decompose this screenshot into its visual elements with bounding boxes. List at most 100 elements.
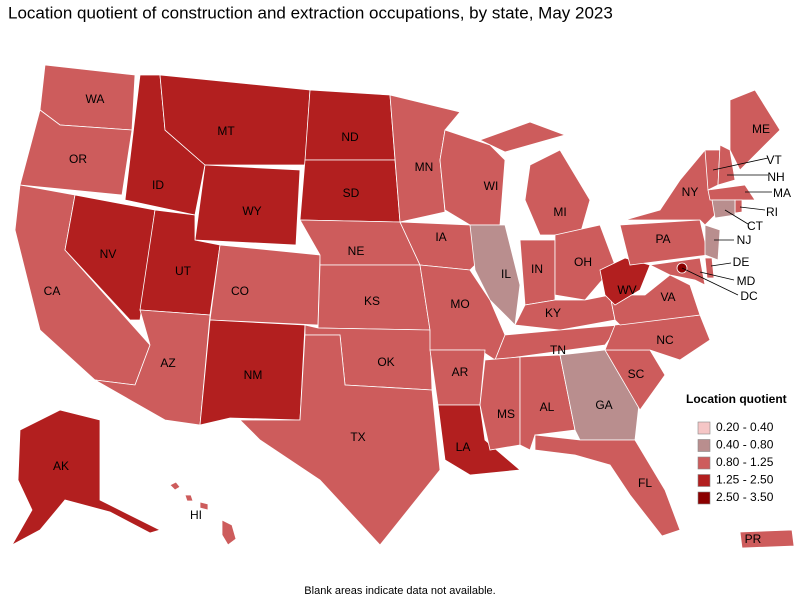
state-label: NV <box>100 247 117 261</box>
state-label: WV <box>617 283 636 297</box>
state-label: MA <box>773 186 791 200</box>
state-label: OR <box>69 152 87 166</box>
state-label: KS <box>364 294 380 308</box>
state-label: AR <box>452 365 469 379</box>
state-label: WY <box>242 204 261 218</box>
state-shape <box>729 89 781 171</box>
state-label: NY <box>682 185 699 199</box>
leader-line <box>681 267 739 296</box>
state-label: SD <box>343 186 360 200</box>
states <box>10 64 795 549</box>
legend-title: Location quotient <box>686 392 787 406</box>
state-shape <box>739 529 795 549</box>
state-label: CT <box>747 219 764 233</box>
leader-line <box>724 209 749 225</box>
legend: 0.20 - 0.40 0.40 - 0.80 0.80 - 1.25 1.25 - … <box>697 420 774 505</box>
state-label: MD <box>737 274 756 288</box>
state-shape <box>704 224 721 261</box>
state-shape <box>514 294 616 331</box>
state-label: VA <box>660 290 675 304</box>
state-label: TN <box>550 343 566 357</box>
state-shape <box>199 319 306 426</box>
state-shape <box>554 224 616 301</box>
leader-line <box>712 157 769 171</box>
state-label: ID <box>152 178 164 192</box>
state-shape <box>304 89 396 161</box>
legend-swatch <box>697 439 711 452</box>
state-label: WA <box>86 92 105 106</box>
state-shape <box>534 434 681 537</box>
footnote: Blank areas indicate data not available. <box>304 585 495 597</box>
state-label: MO <box>450 297 469 311</box>
legend-label: 1.25 - 2.50 <box>716 473 774 487</box>
legend-label: 0.40 - 0.80 <box>716 438 774 452</box>
legend-swatch <box>697 474 711 487</box>
state-shape <box>10 409 162 547</box>
state-label: HI <box>190 508 202 522</box>
state-label: CA <box>44 284 61 298</box>
state-label: LA <box>456 440 471 454</box>
state-shape <box>604 314 711 361</box>
state-shape <box>624 149 716 226</box>
state-label: KY <box>545 306 561 320</box>
state-label: CO <box>231 284 249 298</box>
state-shape <box>734 199 743 214</box>
state-label: AZ <box>160 356 175 370</box>
state-label: ME <box>752 122 770 136</box>
state-label: IA <box>435 230 446 244</box>
state-shape <box>209 244 321 326</box>
state-shape <box>159 74 311 166</box>
state-shape <box>707 184 756 201</box>
state-shape <box>479 356 521 451</box>
state-shape <box>19 109 133 196</box>
state-label: AL <box>540 400 555 414</box>
state-label: DC <box>740 289 758 303</box>
state-label: IL <box>501 267 511 281</box>
state-label: OH <box>574 255 592 269</box>
state-label: TX <box>350 430 365 444</box>
leader-line <box>710 262 732 267</box>
state-label: DE <box>733 255 750 269</box>
state-label: ND <box>341 130 359 144</box>
state-label: OK <box>377 355 394 369</box>
state-shape <box>711 199 736 219</box>
state-shape <box>169 481 237 546</box>
map-title: Location quotient of construction and ex… <box>8 3 613 22</box>
state-label: IN <box>531 262 543 276</box>
state-shape <box>239 334 441 546</box>
state-shape <box>194 164 301 246</box>
leader-line <box>699 271 735 281</box>
state-label: SC <box>628 367 645 381</box>
legend-label: 2.50 - 3.50 <box>716 490 774 504</box>
state-shape <box>64 194 156 321</box>
legend-swatch <box>697 491 711 505</box>
state-label: NM <box>244 368 263 382</box>
legend-label: 0.20 - 0.40 <box>716 420 774 434</box>
state-label: MT <box>217 124 235 138</box>
state-shape <box>704 257 715 279</box>
legend-swatch <box>697 421 711 435</box>
state-label: PA <box>655 232 670 246</box>
state-label: PR <box>745 532 762 546</box>
state-label: MS <box>497 407 515 421</box>
state-label: MI <box>553 205 566 219</box>
state-label: UT <box>175 264 192 278</box>
state-label: MN <box>415 160 434 174</box>
state-label: NC <box>656 333 674 347</box>
state-label: AK <box>53 459 69 473</box>
state-label: FL <box>638 476 652 490</box>
state-shape <box>648 257 706 286</box>
state-label: RI <box>766 205 778 219</box>
state-label: VT <box>766 153 782 167</box>
state-labels: WA OR CA NV ID MT WY UT AZ CO NM ND SD NE KS OK TX MN IA MO… <box>44 92 791 546</box>
legend-swatch <box>697 456 711 470</box>
state-label: NE <box>348 244 365 258</box>
state-label: NH <box>767 170 784 184</box>
state-shape <box>609 274 701 326</box>
state-label: WI <box>484 179 499 193</box>
legend-label: 0.80 - 1.25 <box>716 455 774 469</box>
state-label: NJ <box>737 233 752 247</box>
state-label: GA <box>595 398 612 412</box>
leader-line <box>739 206 766 211</box>
